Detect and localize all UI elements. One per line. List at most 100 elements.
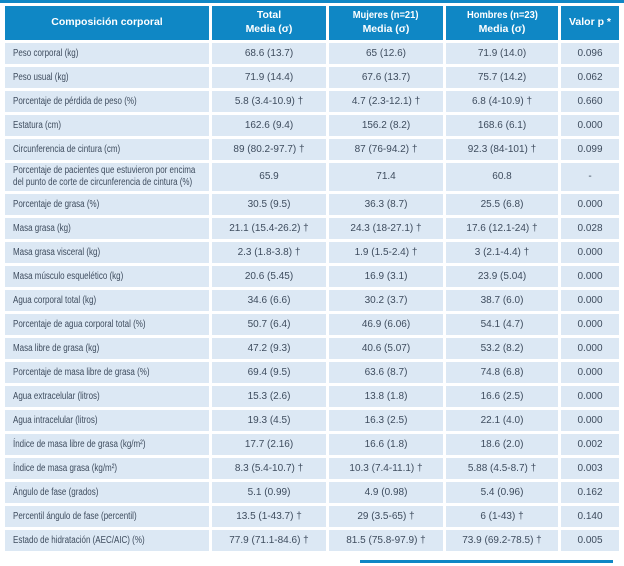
- hombres-media-cell: 5.88 (4.5-8.7) †: [446, 458, 558, 479]
- row-label: Percentil ángulo de fase (percentil): [13, 510, 137, 522]
- row-label-cell: Masa grasa (kg): [5, 218, 209, 239]
- table-row: Peso usual (kg) 71.9 (14.4) 67.6 (13.7) 75.…: [5, 67, 619, 88]
- mujeres-media-cell: 24.3 (18-27.1) †: [329, 218, 443, 239]
- p-value-cell: 0.002: [561, 434, 619, 455]
- row-label: Masa grasa (kg): [13, 222, 71, 234]
- hombres-media-cell: 92.3 (84-101) †: [446, 139, 558, 160]
- row-label: Peso usual (kg): [13, 71, 69, 83]
- header-sublabel: Media (σ): [245, 23, 293, 35]
- top-accent-line: [0, 0, 624, 3]
- header-sublabel: Media (σ): [362, 23, 410, 35]
- p-value-cell: 0.000: [561, 362, 619, 383]
- header-row: Composición corporal Total Media (σ) Muj…: [5, 6, 619, 40]
- table-body: Peso corporal (kg) 68.6 (13.7) 65 (12.6) 71…: [5, 43, 619, 551]
- table-row: Agua intracelular (litros) 19.3 (4.5) 16.3…: [5, 410, 619, 431]
- mujeres-media-cell: 10.3 (7.4-11.1) †: [329, 458, 443, 479]
- p-value-cell: 0.000: [561, 115, 619, 136]
- mujeres-media-cell: 4.7 (2.3-12.1) †: [329, 91, 443, 112]
- total-media-cell: 77.9 (71.1-84.6) †: [212, 530, 326, 551]
- table-row: Estatura (cm) 162.6 (9.4) 156.2 (8.2) 168.6…: [5, 115, 619, 136]
- row-label-cell: Agua corporal total (kg): [5, 290, 209, 311]
- mujeres-media-cell: 46.9 (6.06): [329, 314, 443, 335]
- hombres-media-cell: 6 (1-43) †: [446, 506, 558, 527]
- mujeres-media-cell: 30.2 (3.7): [329, 290, 443, 311]
- table-row: Masa libre de grasa (kg) 47.2 (9.3) 40.6 (…: [5, 338, 619, 359]
- hombres-media-cell: 22.1 (4.0): [446, 410, 558, 431]
- p-value-cell: 0.000: [561, 410, 619, 431]
- p-value-cell: 0.000: [561, 386, 619, 407]
- row-label: Circunferencia de cintura (cm): [13, 143, 121, 155]
- row-label: Porcentaje de pérdida de peso (%): [13, 95, 137, 107]
- header-label: Total: [256, 9, 282, 22]
- row-label-cell: Agua extracelular (litros): [5, 386, 209, 407]
- table-row: Ángulo de fase (grados) 5.1 (0.99) 4.9 (0.…: [5, 482, 619, 503]
- p-value-cell: 0.099: [561, 139, 619, 160]
- total-media-cell: 8.3 (5.4-10.7) †: [212, 458, 326, 479]
- row-label-cell: Agua intracelular (litros): [5, 410, 209, 431]
- table-row: Índice de masa libre de grasa (kg/m²) 17.…: [5, 434, 619, 455]
- total-media-cell: 162.6 (9.4): [212, 115, 326, 136]
- row-label-cell: Índice de masa grasa (kg/m²): [5, 458, 209, 479]
- total-media-cell: 2.3 (1.8-3.8) †: [212, 242, 326, 263]
- row-label: Estatura (cm): [13, 119, 62, 131]
- table-row: Masa músculo esquelético (kg) 20.6 (5.45)…: [5, 266, 619, 287]
- total-media-cell: 68.6 (13.7): [212, 43, 326, 64]
- row-label: Índice de masa grasa (kg/m²): [13, 462, 118, 474]
- header-valor-p: Valor p *: [561, 6, 619, 40]
- table-row: Peso corporal (kg) 68.6 (13.7) 65 (12.6) 71…: [5, 43, 619, 64]
- row-label-cell: Circunferencia de cintura (cm): [5, 139, 209, 160]
- p-value-cell: 0.162: [561, 482, 619, 503]
- table-row: Percentil ángulo de fase (percentil) 13.5…: [5, 506, 619, 527]
- hombres-media-cell: 168.6 (6.1): [446, 115, 558, 136]
- p-value-cell: 0.005: [561, 530, 619, 551]
- row-label-cell: Percentil ángulo de fase (percentil): [5, 506, 209, 527]
- row-label: Porcentaje de pacientes que estuvieron p…: [13, 165, 196, 188]
- p-value-cell: 0.660: [561, 91, 619, 112]
- total-media-cell: 5.1 (0.99): [212, 482, 326, 503]
- header-label: Mujeres (n=21): [353, 9, 419, 22]
- row-label: Porcentaje de masa libre de grasa (%): [13, 366, 150, 378]
- hombres-media-cell: 17.6 (12.1-24) †: [446, 218, 558, 239]
- total-media-cell: 69.4 (9.5): [212, 362, 326, 383]
- table-row: Porcentaje de agua corporal total (%) 50.…: [5, 314, 619, 335]
- total-media-cell: 30.5 (9.5): [212, 194, 326, 215]
- mujeres-media-cell: 156.2 (8.2): [329, 115, 443, 136]
- row-label: Porcentaje de agua corporal total (%): [13, 318, 146, 330]
- hombres-media-cell: 38.7 (6.0): [446, 290, 558, 311]
- row-label-cell: Masa músculo esquelético (kg): [5, 266, 209, 287]
- total-media-cell: 89 (80.2-97.7) †: [212, 139, 326, 160]
- table-row: Estado de hidratación (AEC/AIC) (%) 77.9 …: [5, 530, 619, 551]
- row-label: Ángulo de fase (grados): [13, 486, 99, 498]
- table-row: Porcentaje de grasa (%) 30.5 (9.5) 36.3 (8…: [5, 194, 619, 215]
- table-row: Porcentaje de pacientes que estuvieron p…: [5, 163, 619, 191]
- table-row: Índice de masa grasa (kg/m²) 8.3 (5.4-10.…: [5, 458, 619, 479]
- p-value-cell: 0.000: [561, 338, 619, 359]
- p-value-cell: 0.000: [561, 290, 619, 311]
- p-value-cell: 0.000: [561, 314, 619, 335]
- total-media-cell: 71.9 (14.4): [212, 67, 326, 88]
- total-media-cell: 13.5 (1-43.7) †: [212, 506, 326, 527]
- mujeres-media-cell: 81.5 (75.8-97.9) †: [329, 530, 443, 551]
- row-label: Índice de masa libre de grasa (kg/m²): [13, 438, 146, 450]
- mujeres-media-cell: 1.9 (1.5-2.4) †: [329, 242, 443, 263]
- hombres-media-cell: 71.9 (14.0): [446, 43, 558, 64]
- hombres-media-cell: 16.6 (2.5): [446, 386, 558, 407]
- hombres-media-cell: 74.8 (6.8): [446, 362, 558, 383]
- header-sublabel: Media (σ): [478, 23, 526, 35]
- row-label: Peso corporal (kg): [13, 47, 79, 59]
- total-media-cell: 15.3 (2.6): [212, 386, 326, 407]
- hombres-media-cell: 23.9 (5.04): [446, 266, 558, 287]
- hombres-media-cell: 73.9 (69.2-78.5) †: [446, 530, 558, 551]
- hombres-media-cell: 5.4 (0.96): [446, 482, 558, 503]
- total-media-cell: 21.1 (15.4-26.2) †: [212, 218, 326, 239]
- table-row: Circunferencia de cintura (cm) 89 (80.2-9…: [5, 139, 619, 160]
- mujeres-media-cell: 13.8 (1.8): [329, 386, 443, 407]
- row-label: Masa grasa visceral (kg): [13, 246, 101, 258]
- hombres-media-cell: 75.7 (14.2): [446, 67, 558, 88]
- p-value-cell: 0.000: [561, 194, 619, 215]
- mujeres-media-cell: 40.6 (5.07): [329, 338, 443, 359]
- bottom-accent-line: [360, 560, 613, 563]
- row-label: Estado de hidratación (AEC/AIC) (%): [13, 534, 145, 546]
- total-media-cell: 65.9: [212, 163, 326, 191]
- row-label-cell: Peso corporal (kg): [5, 43, 209, 64]
